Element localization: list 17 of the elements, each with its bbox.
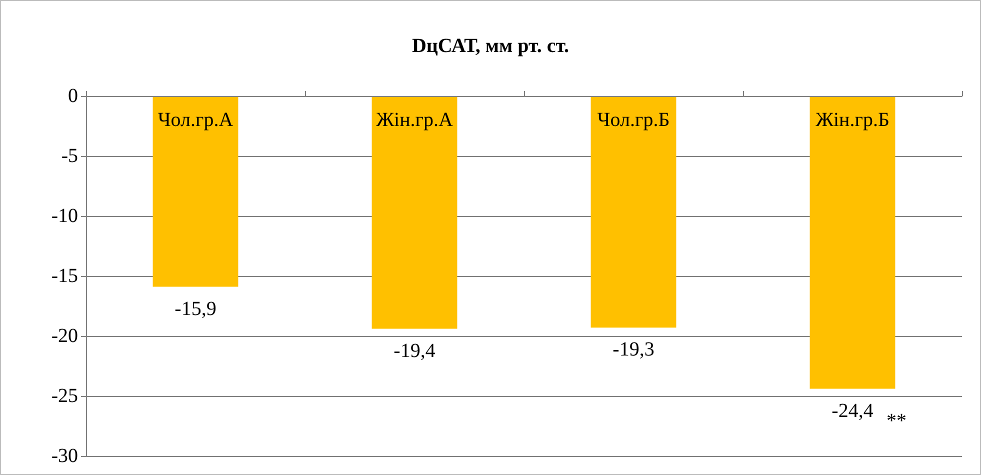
x-tick-label: Жін.гр.Б [816, 109, 890, 131]
y-tick-label: -15 [51, 265, 78, 287]
y-tick-label: 0 [68, 85, 78, 107]
x-tick-label: Чол.гр.А [158, 109, 234, 131]
data-label: -19,3 [612, 338, 654, 361]
y-tick-label: -5 [61, 145, 78, 167]
y-tick-label: -20 [51, 325, 78, 347]
y-tick-label: -30 [51, 445, 78, 467]
x-tick-label: Жін.гр.А [376, 109, 454, 131]
data-label: -24,4 [832, 400, 874, 422]
data-label: -15,9 [174, 298, 216, 320]
data-label: -19,4 [394, 340, 436, 362]
x-tick-label: Чол.гр.Б [597, 109, 670, 131]
y-tick-label: -25 [51, 385, 78, 407]
y-tick-label: -10 [51, 205, 78, 227]
chart-title: DцСАТ, мм рт. ст. [412, 35, 570, 57]
annotation: ** [886, 410, 906, 432]
